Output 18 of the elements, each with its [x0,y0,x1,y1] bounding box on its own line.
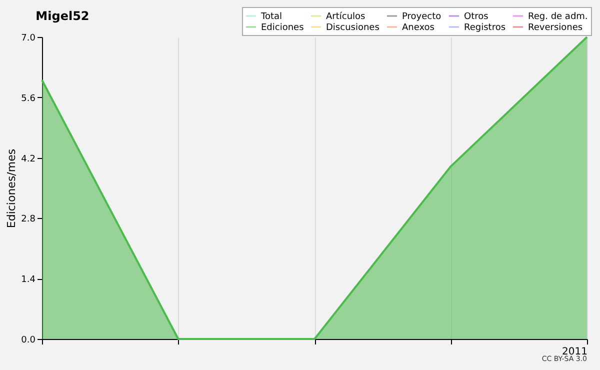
legend-label: Proyecto [402,12,442,22]
legend-label: Discusiones [326,23,380,33]
chart-title: Migel52 [36,9,90,23]
y-axis-title: Ediciones/mes [5,148,18,228]
legend-label: Reg. de adm. [528,12,588,22]
y-tick-label: 5.6 [21,94,36,104]
y-tick-label: 2.8 [21,214,36,225]
legend-label: Registros [464,23,506,33]
y-tick-label: 1.4 [21,275,36,286]
legend-label: Ediciones [261,23,304,33]
y-tick-label: 0.0 [21,336,36,346]
y-tick-label: 7.0 [21,34,36,44]
legend-label: Otros [464,12,489,22]
y-tick-label: 4.2 [21,154,36,164]
legend-label: Artículos [326,11,366,22]
legend-label: Reversiones [528,23,583,33]
legend-label: Anexos [402,23,435,33]
legend-label: Total [260,12,282,22]
